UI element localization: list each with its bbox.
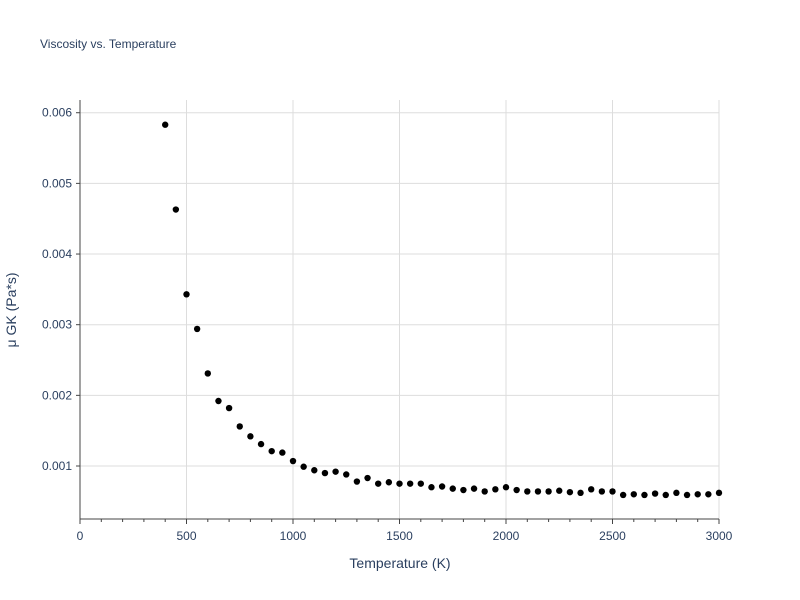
- data-point: [630, 491, 637, 498]
- data-point: [577, 489, 584, 497]
- data-point: [545, 488, 552, 495]
- data-point: [609, 488, 616, 495]
- data-point: [619, 491, 627, 499]
- y-tick-label: 0.002: [42, 388, 72, 402]
- data-point: [417, 480, 424, 487]
- data-point: [279, 449, 286, 456]
- data-point: [183, 291, 190, 298]
- y-axis-title: μ GK (Pa*s): [3, 273, 19, 348]
- data-point: [588, 486, 595, 493]
- data-point: [438, 483, 446, 490]
- data-point: [502, 484, 510, 491]
- y-tick-labels: 0.001 0.002 0.003 0.004 0.005 0.006: [42, 106, 72, 473]
- data-point: [705, 491, 712, 498]
- data-point: [566, 488, 574, 496]
- data-point: [556, 487, 563, 494]
- x-tick-label: 3000: [706, 529, 733, 543]
- data-point: [300, 463, 307, 470]
- data-point: [641, 491, 648, 499]
- x-tick-label: 2500: [599, 529, 626, 543]
- data-point: [321, 469, 329, 477]
- data-point: [204, 370, 211, 377]
- x-tick-label: 1500: [386, 529, 413, 543]
- data-point: [481, 488, 488, 495]
- data-point: [449, 485, 456, 492]
- data-point: [683, 491, 691, 499]
- data-point: [193, 325, 201, 333]
- y-tick-label: 0.003: [42, 318, 72, 332]
- chart-title: Viscosity vs. Temperature: [40, 37, 177, 51]
- data-point: [662, 491, 669, 499]
- y-tick-label: 0.004: [42, 247, 72, 261]
- data-point: [673, 489, 680, 497]
- data-point: [470, 485, 478, 492]
- data-point: [364, 474, 371, 482]
- data-point: [396, 480, 403, 487]
- x-tick-labels: 0 500 1000 1500 2000 2500 3000: [77, 529, 733, 543]
- data-point: [172, 206, 180, 213]
- data-point: [524, 488, 531, 495]
- x-tick-label: 0: [77, 529, 84, 543]
- data-points: [162, 121, 723, 499]
- data-point: [375, 480, 382, 487]
- data-point: [534, 488, 542, 495]
- data-point: [406, 480, 414, 487]
- data-point: [332, 468, 339, 475]
- data-point: [225, 404, 233, 412]
- data-point: [694, 491, 701, 498]
- x-axis-title: Temperature (K): [349, 555, 450, 571]
- y-tick-label: 0.001: [42, 459, 72, 473]
- data-point: [651, 490, 659, 497]
- y-tick-label: 0.006: [42, 106, 72, 120]
- data-point: [311, 467, 318, 474]
- data-point: [215, 397, 222, 405]
- x-tick-label: 500: [176, 529, 196, 543]
- data-point: [162, 121, 169, 128]
- data-point: [460, 486, 467, 494]
- data-point: [598, 488, 606, 495]
- data-point: [289, 457, 297, 465]
- data-point: [513, 486, 520, 494]
- grid: [80, 100, 720, 519]
- axes: [76, 100, 720, 524]
- data-point: [247, 433, 254, 440]
- x-tick-label: 2000: [493, 529, 520, 543]
- data-point: [236, 423, 243, 430]
- data-point: [428, 484, 435, 491]
- data-point: [257, 440, 265, 448]
- data-point: [715, 489, 723, 497]
- data-point: [385, 479, 393, 486]
- y-tick-label: 0.005: [42, 176, 72, 190]
- x-tick-label: 1000: [280, 529, 307, 543]
- data-point: [492, 486, 499, 493]
- data-point: [268, 447, 275, 455]
- data-point: [353, 478, 361, 485]
- data-point: [343, 471, 350, 478]
